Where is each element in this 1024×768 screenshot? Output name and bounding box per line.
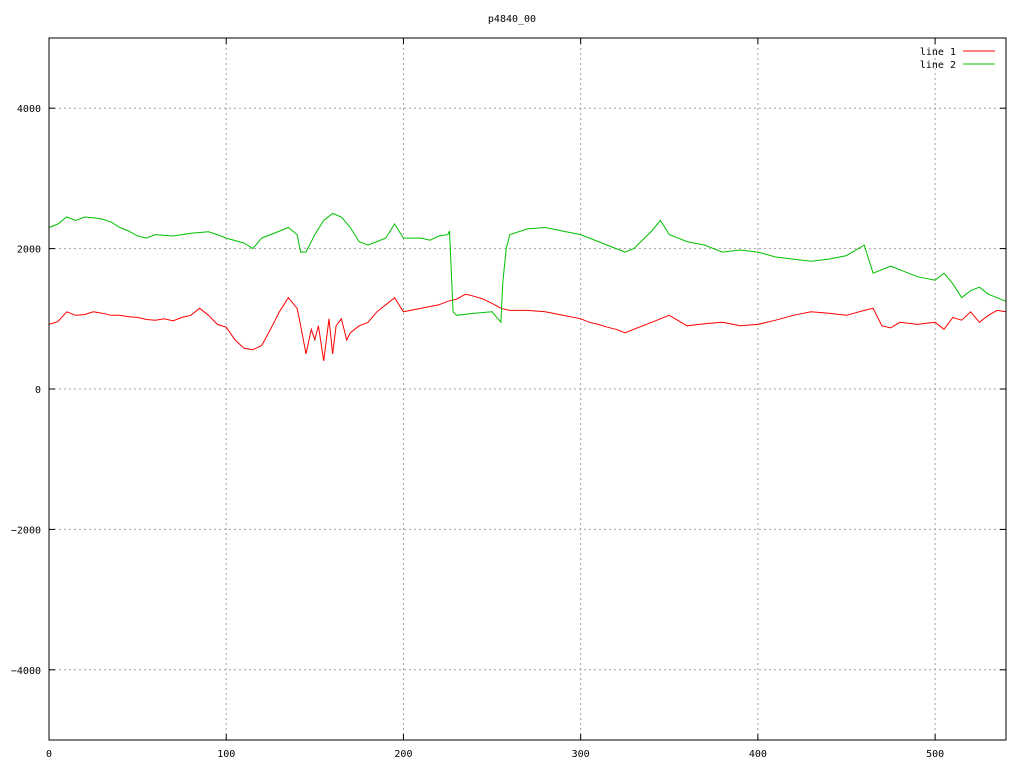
axis-ticks: 0 100 200 300 400 500 −4000 −2000 0 2000 4000 bbox=[11, 38, 1006, 760]
x-tick-label: 200 bbox=[394, 749, 412, 760]
x-tick-label: 500 bbox=[926, 749, 944, 760]
grid bbox=[49, 38, 1006, 740]
y-tick-label: −4000 bbox=[11, 666, 41, 677]
chart-title: p4840_00 bbox=[488, 14, 536, 25]
y-tick-label: 4000 bbox=[17, 104, 41, 115]
plot-frame bbox=[48, 37, 1007, 741]
y-tick-label: 2000 bbox=[17, 245, 41, 256]
series-line-1 bbox=[48, 293, 1007, 361]
plot-lines bbox=[48, 212, 1007, 361]
x-tick-label: 0 bbox=[46, 749, 52, 760]
legend-label-2: line 2 bbox=[920, 60, 956, 71]
legend: line 1 line 2 bbox=[920, 47, 995, 71]
y-tick-label: 0 bbox=[35, 385, 41, 396]
x-tick-label: 300 bbox=[572, 749, 590, 760]
legend-label-1: line 1 bbox=[920, 47, 956, 58]
y-tick-label: −2000 bbox=[11, 525, 41, 536]
x-tick-label: 400 bbox=[749, 749, 767, 760]
x-tick-label: 100 bbox=[217, 749, 235, 760]
series-line-2 bbox=[48, 212, 1007, 324]
